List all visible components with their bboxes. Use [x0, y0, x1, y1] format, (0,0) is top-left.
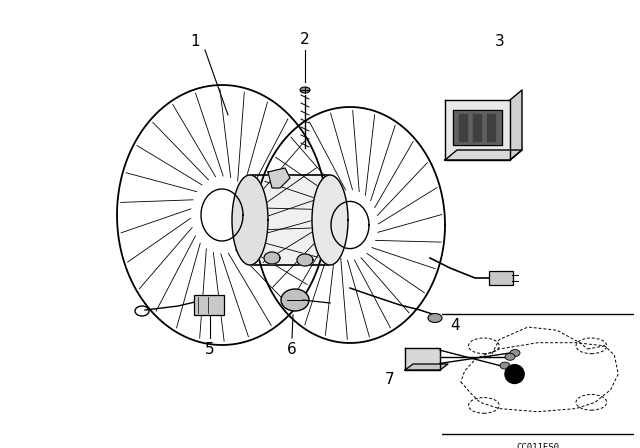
Polygon shape	[264, 252, 280, 264]
Text: CC011ES0: CC011ES0	[516, 443, 559, 448]
Polygon shape	[405, 364, 448, 370]
FancyBboxPatch shape	[194, 295, 224, 315]
Text: 5: 5	[205, 343, 215, 358]
Text: 3: 3	[495, 34, 505, 49]
Polygon shape	[232, 175, 268, 265]
Polygon shape	[510, 90, 522, 160]
Polygon shape	[405, 348, 440, 370]
Ellipse shape	[300, 87, 310, 93]
Text: 4: 4	[450, 318, 460, 332]
Polygon shape	[250, 175, 330, 265]
Text: 2: 2	[300, 33, 310, 47]
Text: 6: 6	[287, 343, 297, 358]
Polygon shape	[445, 150, 522, 160]
Ellipse shape	[428, 314, 442, 323]
Ellipse shape	[500, 362, 510, 369]
Polygon shape	[445, 100, 510, 160]
Polygon shape	[312, 175, 348, 265]
Polygon shape	[297, 254, 313, 266]
Polygon shape	[453, 110, 502, 145]
Text: 7: 7	[385, 372, 395, 388]
Polygon shape	[473, 114, 481, 141]
Ellipse shape	[505, 353, 515, 360]
Polygon shape	[268, 168, 290, 188]
FancyBboxPatch shape	[489, 271, 513, 285]
Ellipse shape	[510, 349, 520, 357]
Polygon shape	[459, 114, 467, 141]
Text: 1: 1	[190, 34, 200, 49]
Ellipse shape	[281, 289, 309, 311]
Polygon shape	[487, 114, 495, 141]
Ellipse shape	[505, 365, 524, 383]
